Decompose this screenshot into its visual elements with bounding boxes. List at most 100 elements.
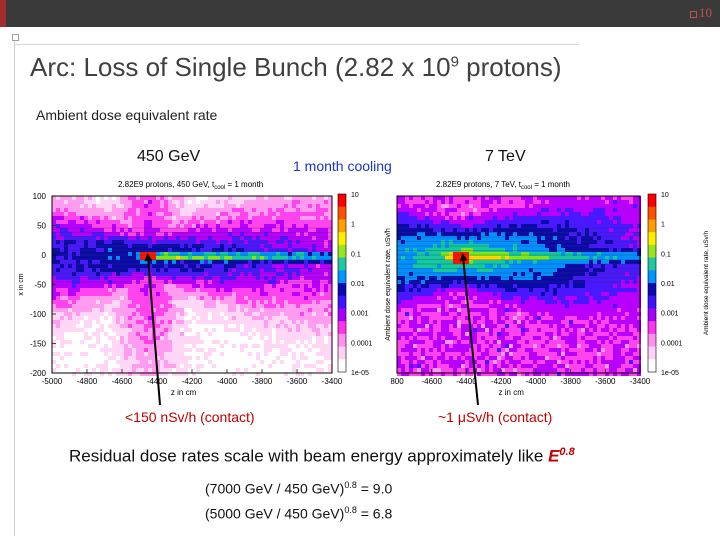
colorbar-tick-label: 0.001 [351,311,369,318]
colorbar-swatch [338,219,346,233]
colorbar: 10 1 0.1 0.01 0.001 0.0001 1e-05 [337,192,373,377]
x-tick-label: -3400 [630,377,651,386]
colorbar-swatch [338,283,346,297]
colorbar-swatch [648,257,656,271]
left-contact-arrow [144,253,161,406]
x-tick-label: -3400 [322,377,343,386]
y-tick-label: 50 [37,222,46,231]
residual-statement: Residual dose rates scale with beam ener… [69,446,575,466]
right-contact-arrow [459,253,479,406]
y-tick-label: 0 [42,251,47,260]
slide-number: 10 [690,5,712,21]
colorbar-swatch [648,206,656,220]
heatmap-cells [52,196,332,376]
colorbar-tick-label: 0.0001 [351,340,373,347]
left-rule-mark [12,34,19,41]
colorbar-swatch [338,206,346,220]
cooling-label: 1 month cooling [293,158,392,174]
colorbar-swatch [338,257,346,271]
magnet-outline-lines [52,227,332,283]
x-tick-label: -4600 [112,377,133,386]
y-tick-label: -150 [30,340,47,349]
colorbar-swatch [648,244,656,259]
formula-7000: (7000 GeV / 450 GeV)0.8 = 9.0 [205,480,393,497]
colorbar-swatch [338,308,346,322]
x-tick-label: -4200 [491,377,512,386]
colorbar-swatch [338,333,346,348]
heatmap-panel-2: 800 -4600 -4400 -4200 -4000 -3800 -3600 -3400 z … [385,180,710,397]
colorbar-tick-label: 0.1 [351,251,361,258]
colorbar-swatch [648,308,656,322]
colorbar-tick-label: 0.1 [661,251,671,258]
right-energy-label: 7 TeV [485,148,526,165]
colorbar-swatch [648,359,656,373]
colorbar-tick-label: 0.0001 [661,340,683,347]
magnet-outline-lines [397,227,640,283]
y-axis-label: x in cm [18,273,25,295]
y-tick-label: -100 [30,310,47,319]
colorbar-swatch [648,346,656,360]
formula-5000: (5000 GeV / 450 GeV)0.8 = 6.8 [205,505,393,522]
slide-number-square-icon [690,10,697,18]
colorbar-swatch [648,295,656,309]
colorbar-swatch [648,219,656,233]
y-tick-label: -200 [30,369,47,378]
colorbar-tick-label: 0.001 [661,311,679,318]
colorbar-label: Ambient dose equivalent rate, uSv/h [703,230,710,335]
x-tick-label: -4600 [421,377,442,386]
colorbar-tick-label: 1 [661,222,665,229]
heatmap-panel-1: -5000 -4800 -4600 -4400 -4200 -4000 -3800 -3600… [18,180,373,397]
x-tick-label: -5000 [42,377,63,386]
top-bar-accent [0,0,6,27]
colorbar-tick-label: 10 [661,192,669,199]
chart-title: 2.82E9 protons, 450 GeV, tcool = 1 month [118,180,263,191]
colorbar-tick-label: 0.01 [661,281,675,288]
x-tick-label: -4200 [182,377,203,386]
colorbar-swatch [338,194,346,208]
colorbar-swatch [338,244,346,259]
y-axis-label: Ambient dose equivalent rate, uSv/h [385,228,392,341]
colorbar-swatch [648,270,656,284]
x-tick-label: -4400 [456,377,477,386]
colorbar-tick-label: 0.01 [351,281,365,288]
left-contact-label: <150 nSv/h (contact) [125,409,255,425]
colorbar-swatch [338,232,346,246]
y-tick-label: -50 [34,281,46,290]
top-bar: 10 [0,0,720,27]
heatmap-cells [397,196,641,376]
x-tick-label: -3600 [287,377,308,386]
colorbar-tick-label: 1e-05 [661,370,679,377]
slide-subtitle: Ambient dose equivalent rate [36,107,218,123]
colorbar-swatch [648,333,656,348]
chart-title: 2.82E9 protons, 7 TeV, tcool = 1 month [436,180,570,191]
colorbar-tick-label: 1 [351,222,355,229]
x-axis-label: z in cm [171,388,197,397]
x-tick-label: -4000 [526,377,547,386]
colorbar-swatch [648,283,656,297]
x-axis-label: z in cm [499,388,525,397]
colorbar-tick-label: 1e-05 [351,370,369,377]
colorbar-swatch [648,232,656,246]
y-tick-label: 100 [33,192,47,201]
x-tick-label: -3600 [595,377,616,386]
plot-frame [396,195,641,374]
x-tick-label: -3800 [560,377,581,386]
colorbar-swatch [648,321,656,335]
colorbar-swatch [338,359,346,373]
colorbar-swatch [338,270,346,284]
colorbar: 10 1 0.1 0.01 0.001 0.0001 1e-05 Ambient dose e… [647,192,710,377]
x-tick-label: -4800 [77,377,98,386]
x-tick-label: -3800 [252,377,273,386]
colorbar-frame [647,193,657,373]
colorbar-swatch [338,346,346,360]
colorbar-frame [337,193,347,373]
colorbar-swatch [338,321,346,335]
colorbar-tick-label: 10 [351,192,359,199]
colorbar-swatch [338,295,346,309]
left-rule [14,36,15,536]
title-rule [14,44,579,45]
colorbar-swatch [648,194,656,208]
left-energy-label: 450 GeV [137,148,201,165]
x-tick-label: 800 [390,377,404,386]
